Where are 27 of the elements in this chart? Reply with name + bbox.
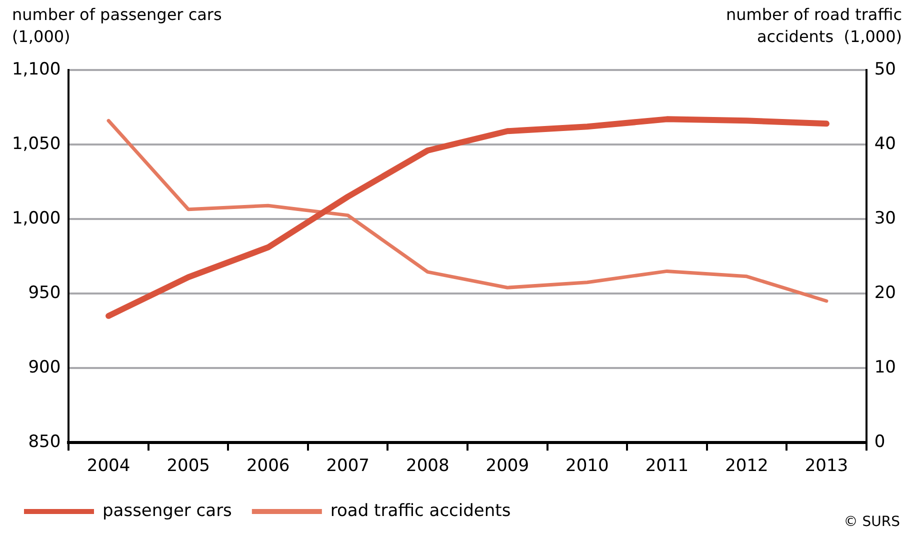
y2-tick-label: 30 (874, 208, 896, 228)
x-tick-label: 2010 (566, 456, 609, 476)
y-tick-label: 950 (28, 282, 61, 303)
x-tick-label: 2006 (246, 456, 290, 476)
x-tick-label: 2012 (725, 456, 768, 476)
text: © SURS (844, 514, 900, 530)
x-tick-label: 2007 (326, 456, 370, 476)
x-tick-label: 2004 (86, 456, 130, 476)
x-tick-label: 2009 (486, 456, 530, 476)
y-axis-title: number of passenger cars (1,000) (12, 4, 223, 48)
y2-tick-label: 50 (874, 59, 896, 80)
y-tick-label: 900 (28, 358, 61, 378)
y2-tick-label: 0 (874, 432, 886, 452)
y2-tick-label: 20 (874, 282, 896, 303)
y2-tick-label: 40 (874, 134, 896, 154)
x-tick-label: 2013 (804, 456, 848, 476)
y-tick-label: 1,050 (12, 134, 61, 154)
y-tick-label: 1,100 (12, 59, 61, 80)
legend-label: road traffic accidents (330, 500, 511, 521)
y2-axis-title: number of road traffic accidents (1,000) (724, 4, 902, 48)
y-tick-label: 850 (28, 432, 61, 452)
y-tick-label: 1,000 (12, 208, 61, 228)
legend-label: passenger cars (102, 500, 232, 521)
y2-tick-label: 10 (874, 358, 896, 378)
x-tick-label: 2011 (645, 456, 689, 476)
x-tick-label: 2005 (166, 456, 210, 476)
x-tick-label: 2008 (406, 456, 450, 476)
